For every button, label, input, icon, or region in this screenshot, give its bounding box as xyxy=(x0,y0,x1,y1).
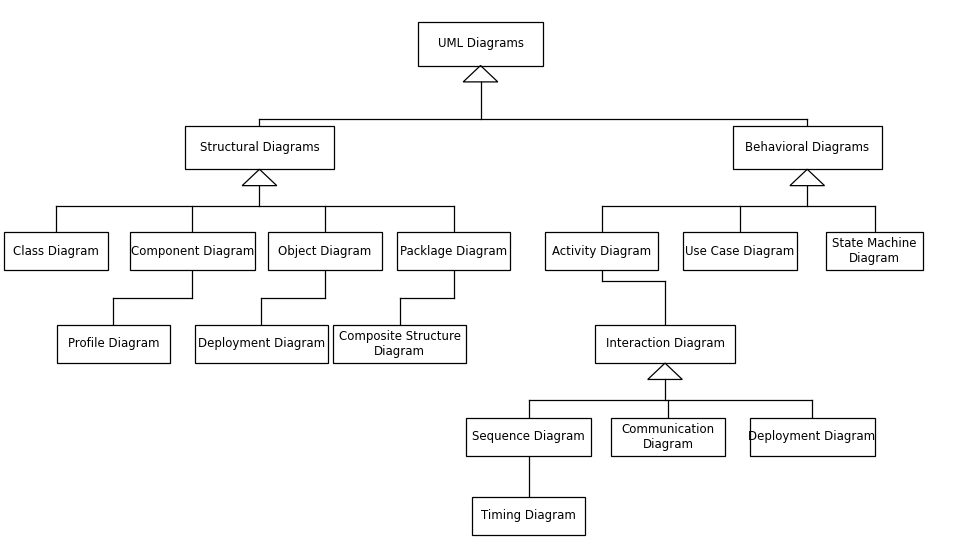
Text: Composite Structure
Diagram: Composite Structure Diagram xyxy=(339,330,460,358)
Text: Object Diagram: Object Diagram xyxy=(278,245,372,258)
Text: Profile Diagram: Profile Diagram xyxy=(67,337,160,351)
Text: Structural Diagrams: Structural Diagrams xyxy=(200,141,319,154)
FancyBboxPatch shape xyxy=(611,418,725,456)
Text: Behavioral Diagrams: Behavioral Diagrams xyxy=(745,141,870,154)
FancyBboxPatch shape xyxy=(130,232,255,270)
FancyBboxPatch shape xyxy=(333,325,466,363)
FancyBboxPatch shape xyxy=(397,232,510,270)
FancyBboxPatch shape xyxy=(826,232,923,270)
FancyBboxPatch shape xyxy=(466,418,591,456)
FancyBboxPatch shape xyxy=(418,22,543,66)
Text: Class Diagram: Class Diagram xyxy=(12,245,99,258)
Text: Component Diagram: Component Diagram xyxy=(131,245,254,258)
FancyBboxPatch shape xyxy=(683,232,797,270)
FancyBboxPatch shape xyxy=(268,232,382,270)
FancyBboxPatch shape xyxy=(732,126,882,169)
Text: Deployment Diagram: Deployment Diagram xyxy=(749,430,875,443)
FancyBboxPatch shape xyxy=(472,497,585,535)
Text: Activity Diagram: Activity Diagram xyxy=(552,245,652,258)
Text: Sequence Diagram: Sequence Diagram xyxy=(472,430,585,443)
FancyBboxPatch shape xyxy=(595,325,735,363)
Text: Interaction Diagram: Interaction Diagram xyxy=(605,337,725,351)
Text: Communication
Diagram: Communication Diagram xyxy=(622,423,714,451)
FancyBboxPatch shape xyxy=(750,418,875,456)
FancyBboxPatch shape xyxy=(57,325,170,363)
Text: Packlage Diagram: Packlage Diagram xyxy=(400,245,507,258)
Text: UML Diagrams: UML Diagrams xyxy=(437,37,524,50)
Text: State Machine
Diagram: State Machine Diagram xyxy=(832,237,917,265)
Text: Timing Diagram: Timing Diagram xyxy=(481,509,576,523)
Text: Deployment Diagram: Deployment Diagram xyxy=(198,337,325,351)
Text: Use Case Diagram: Use Case Diagram xyxy=(685,245,795,258)
FancyBboxPatch shape xyxy=(545,232,658,270)
FancyBboxPatch shape xyxy=(185,126,334,169)
FancyBboxPatch shape xyxy=(4,232,108,270)
FancyBboxPatch shape xyxy=(195,325,328,363)
